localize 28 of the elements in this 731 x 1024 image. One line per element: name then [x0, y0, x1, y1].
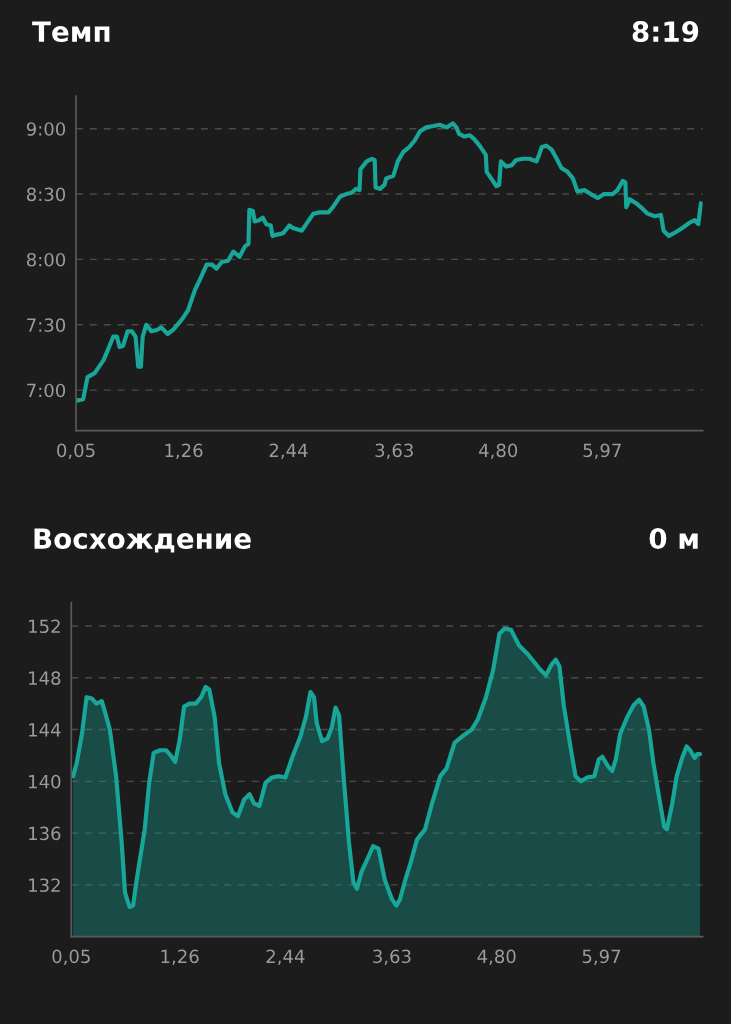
x-tick-label: 3,63 — [373, 949, 411, 966]
y-tick-label: 8:00 — [26, 252, 66, 267]
x-tick-label: 4,80 — [477, 949, 516, 966]
x-tick-label: 0,05 — [52, 949, 90, 966]
chart-title: Темп — [32, 21, 110, 43]
x-tick-label: 2,44 — [269, 443, 308, 460]
line-series — [76, 121, 703, 403]
x-tick-label: 5,97 — [583, 443, 621, 460]
y-tick-label: 148 — [29, 671, 61, 685]
y-tick-label: 136 — [29, 826, 61, 841]
x-tick-label: 3,63 — [375, 443, 413, 460]
y-tick-label: 144 — [29, 723, 61, 737]
text: 8:19 — [632, 21, 699, 43]
x-tick-label: 1,26 — [165, 443, 203, 460]
x-tick-label: 4,80 — [479, 443, 518, 460]
x-tick-label: 1,26 — [161, 949, 199, 966]
x-tick-label: 0,05 — [57, 443, 95, 460]
y-tick-label: 132 — [29, 878, 60, 893]
y-tick-label: 140 — [29, 774, 61, 789]
y-tick-label: 9:00 — [26, 122, 66, 136]
x-tick-label: 2,44 — [266, 949, 305, 966]
y-tick-label: 152 — [29, 619, 60, 634]
x-tick-label: 5,97 — [582, 949, 621, 966]
text: 0 м — [649, 528, 698, 550]
chart-title: Восхождение — [34, 528, 251, 553]
y-tick-label: 7:00 — [27, 383, 66, 398]
y-tick-label: 7:30 — [27, 318, 66, 332]
y-tick-label: 8:30 — [26, 187, 66, 202]
